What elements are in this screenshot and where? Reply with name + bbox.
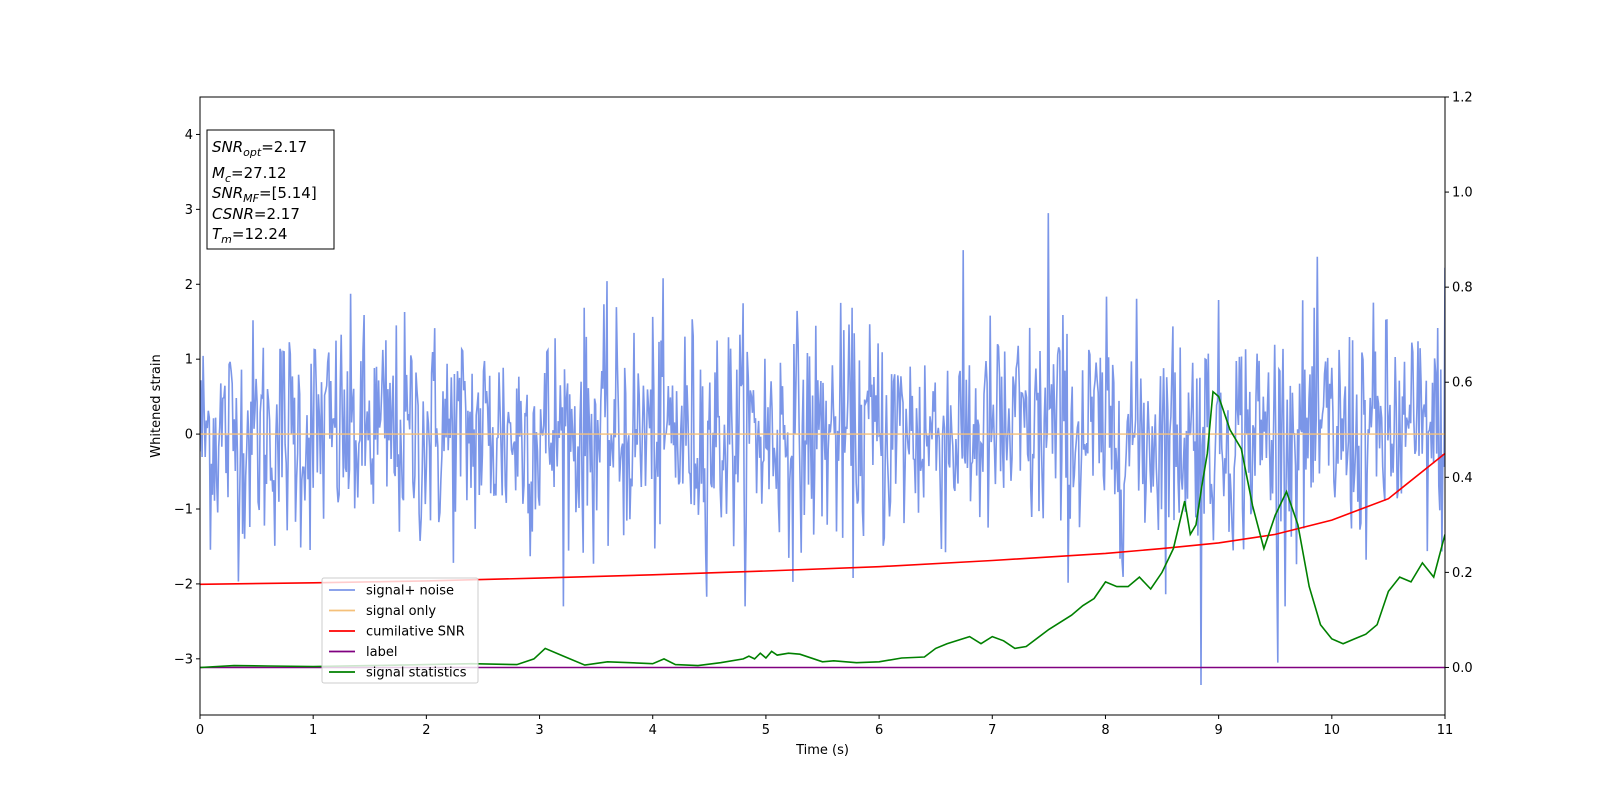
y2-tick-label: 0.4	[1452, 471, 1473, 486]
legend-entry-label: signal statistics	[366, 666, 467, 681]
annotation-box: SNRopt=2.17 Mc=27.12 SNRMF=[5.14] CSNR=2…	[206, 129, 335, 250]
x-tick-label: 1	[309, 723, 317, 738]
annotation-csnr: CSNR=2.17	[212, 205, 300, 223]
x-tick-label: 8	[1101, 723, 1109, 738]
y2-axis-ticks: 0.0 0.2 0.4 0.6 0.8 1.0 1.2	[1445, 91, 1473, 676]
y-tick-label: 4	[185, 128, 193, 143]
x-tick-label: 0	[196, 723, 204, 738]
x-tick-label: 4	[649, 723, 657, 738]
y-tick-label: 1	[185, 353, 193, 368]
x-tick-label: 11	[1437, 723, 1454, 738]
y2-tick-label: 0.6	[1452, 376, 1473, 391]
x-tick-label: 3	[535, 723, 543, 738]
annotation-snr-opt: SNRopt=2.17	[212, 138, 307, 159]
series-signal-noise	[200, 213, 1445, 686]
y-axis-ticks: −3 −2 −1 0 1 2 3 4	[174, 128, 200, 667]
x-axis-label: Time (s)	[795, 743, 849, 758]
y-tick-label: −2	[174, 577, 193, 592]
legend-entry-label: signal+ noise	[366, 584, 454, 599]
y2-tick-label: 0.2	[1452, 566, 1473, 581]
legend-entry-label: label	[366, 645, 397, 660]
x-tick-label: 10	[1324, 723, 1341, 738]
legend-entry-label: cumilative SNR	[366, 625, 465, 640]
y-tick-label: 2	[185, 278, 193, 293]
legend: signal+ noise signal only cumilative SNR la…	[321, 577, 479, 684]
axes-border	[199, 96, 1446, 716]
y2-tick-label: 1.0	[1452, 186, 1473, 201]
annotation-mc: Mc=27.12	[212, 164, 287, 185]
y2-tick-label: 0.8	[1452, 281, 1473, 296]
y2-tick-label: 0.0	[1452, 661, 1473, 676]
y-tick-label: −3	[174, 652, 193, 667]
y-tick-label: −1	[174, 503, 193, 518]
annotation-tm: Tm=12.24	[212, 225, 287, 246]
x-tick-label: 6	[875, 723, 883, 738]
x-tick-label: 5	[762, 723, 770, 738]
annotation-box-frame	[206, 129, 335, 250]
legend-entry-label: signal only	[366, 604, 436, 619]
y-tick-label: 3	[185, 203, 193, 218]
axes-frame	[199, 96, 1446, 716]
x-tick-label: 2	[422, 723, 430, 738]
annotation-snr-mf: SNRMF=[5.14]	[212, 184, 317, 205]
y2-tick-label: 1.2	[1452, 91, 1473, 106]
x-tick-label: 9	[1214, 723, 1222, 738]
y-axis-label: Whitened strain	[149, 354, 164, 457]
series-signal-statistics	[200, 390, 1445, 669]
y-tick-label: 0	[185, 428, 193, 443]
legend-frame	[321, 577, 479, 684]
x-tick-label: 7	[988, 723, 996, 738]
x-axis-ticks: 0 1 2 3 4 5 6 7 8 9 10 11	[196, 715, 1453, 738]
